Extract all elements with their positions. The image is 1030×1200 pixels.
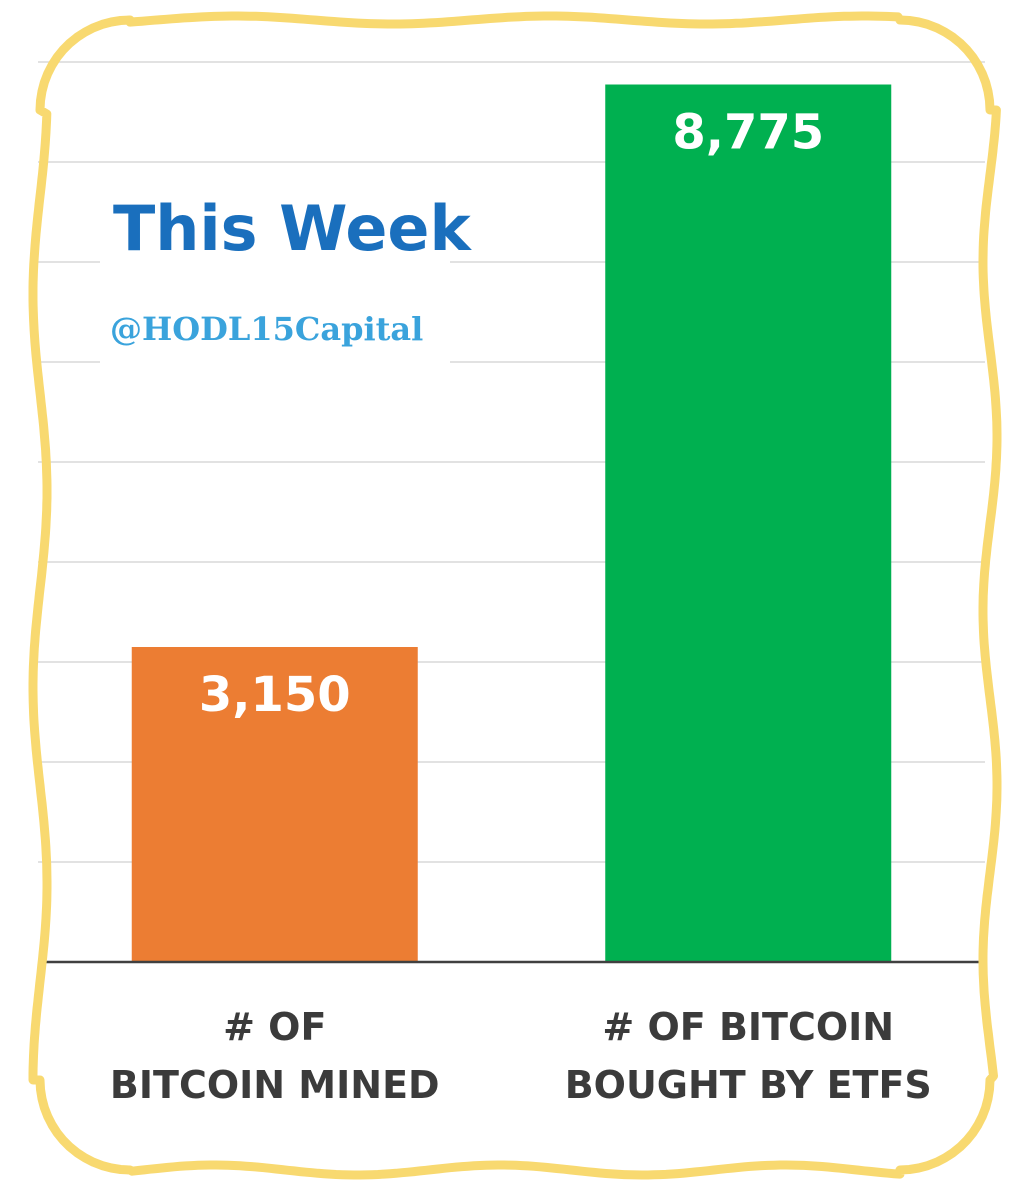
category-label: # OF BITCOIN [602,1005,894,1049]
value-labels: 3,150 8,775 [199,105,824,724]
category-labels: # OF BITCOIN MINED # OF BITCOIN BOUGHT BY E… [110,1005,932,1107]
category-label: # OF [223,1005,326,1049]
chart-title: This Week [113,192,472,265]
source-handle: @HODL15Capital [110,310,423,348]
title-background [100,175,450,365]
bars [131,84,892,962]
data-label: 8,775 [672,105,824,161]
category-label: BOUGHT BY ETFS [565,1063,932,1107]
data-label: 3,150 [199,667,351,723]
bar-bitcoin-mined [131,647,418,962]
wavy-frame [28,11,1002,1180]
bar-bitcoin-bought-by-etfs [605,84,892,962]
category-label: BITCOIN MINED [110,1063,440,1107]
